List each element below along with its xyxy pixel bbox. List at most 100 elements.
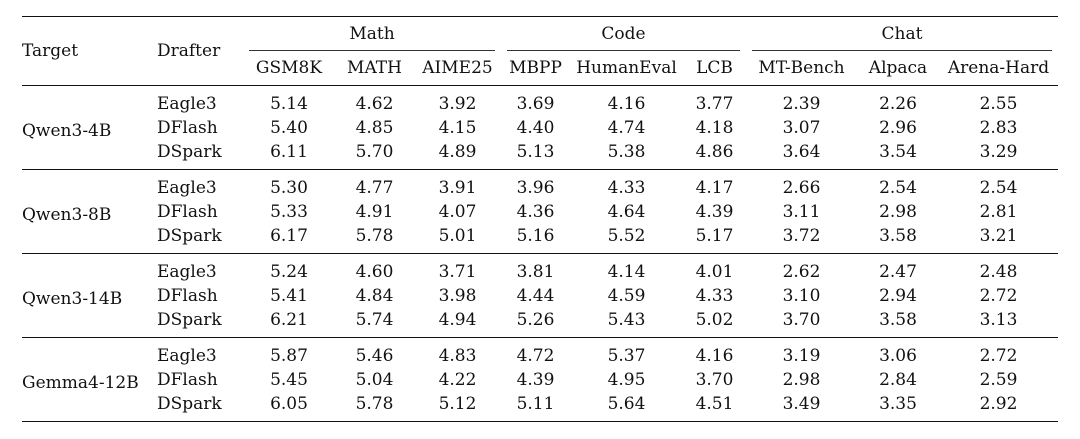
group-header-chat: Chat	[746, 17, 1058, 51]
value-cell: 5.78	[355, 226, 394, 246]
table-row: DSpark 6.05 5.78 5.12 5.11 5.64 4.51 3.49 3.35 2.…	[22, 392, 1058, 422]
value-cell: 5.64	[607, 394, 646, 414]
value-cell: 3.54	[879, 142, 917, 162]
value-cell: 5.74	[355, 310, 394, 330]
value-cell: 3.21	[979, 226, 1018, 246]
value-cell: 3.69	[516, 94, 555, 114]
value-cell: 5.02	[695, 310, 734, 330]
drafter-cell: Eagle3	[157, 346, 217, 366]
group-header-chat-label: Chat	[881, 24, 923, 44]
value-cell: 5.33	[270, 202, 308, 222]
group-rule-math	[249, 50, 495, 51]
value-cell: 5.70	[355, 142, 394, 162]
value-cell: 5.87	[270, 346, 308, 366]
column-header: HumanEval	[576, 58, 677, 78]
drafter-cell: DSpark	[157, 226, 222, 246]
column-header: Alpaca	[868, 58, 928, 78]
value-cell: 5.78	[355, 394, 394, 414]
value-cell: 4.84	[355, 286, 394, 306]
value-cell: 4.40	[516, 118, 555, 138]
value-cell: 3.11	[782, 202, 821, 222]
value-cell: 5.11	[516, 394, 555, 414]
table-row: DFlash 5.41 4.84 3.98 4.44 4.59 4.33 3.10 2.94 2.…	[22, 284, 1058, 308]
drafter-cell: Eagle3	[157, 178, 217, 198]
column-header: Arena-Hard	[947, 58, 1050, 78]
value-cell: 5.45	[270, 370, 308, 390]
value-cell: 3.91	[438, 178, 477, 198]
value-cell: 4.74	[607, 118, 646, 138]
value-cell: 5.46	[355, 346, 394, 366]
value-cell: 5.12	[438, 394, 477, 414]
drafter-cell: DFlash	[157, 286, 218, 306]
target-header: Target	[22, 41, 79, 61]
value-cell: 3.13	[979, 310, 1018, 330]
group-header-code-label: Code	[601, 24, 646, 44]
value-cell: 4.94	[438, 310, 477, 330]
group-header-math-label: Math	[349, 24, 395, 44]
value-cell: 3.58	[879, 310, 917, 330]
value-cell: 3.07	[782, 118, 821, 138]
column-header: GSM8K	[255, 58, 323, 78]
value-cell: 3.19	[782, 346, 821, 366]
value-cell: 2.54	[879, 178, 917, 198]
table-row: Qwen3-4B Eagle3 5.14 4.62 3.92 3.69 4.16 3.77 2.…	[22, 86, 1058, 141]
drafter-cell: DSpark	[157, 142, 222, 162]
group-header-code: Code	[501, 17, 746, 51]
value-cell: 2.96	[879, 118, 917, 138]
value-cell: 5.13	[516, 142, 555, 162]
value-cell: 2.66	[782, 178, 821, 198]
value-cell: 4.16	[695, 346, 734, 366]
value-cell: 4.17	[695, 178, 734, 198]
value-cell: 2.98	[782, 370, 821, 390]
table-row: Qwen3-8B Eagle3 5.30 4.77 3.91 3.96 4.33 4.17 2.…	[22, 170, 1058, 225]
target-group: Gemma4-12B Eagle3 5.87 5.46 4.83 4.72 5.37 4.16…	[22, 338, 1058, 422]
value-cell: 2.39	[782, 94, 821, 114]
value-cell: 3.70	[695, 370, 734, 390]
column-header: LCB	[696, 58, 733, 78]
value-cell: 4.85	[355, 118, 394, 138]
value-cell: 6.11	[270, 142, 308, 162]
value-cell: 4.07	[438, 202, 477, 222]
value-cell: 4.86	[695, 142, 734, 162]
value-cell: 2.59	[979, 370, 1018, 390]
value-cell: 5.30	[270, 178, 308, 198]
value-cell: 5.14	[270, 94, 308, 114]
value-cell: 3.58	[879, 226, 917, 246]
value-cell: 3.72	[782, 226, 821, 246]
value-cell: 3.29	[979, 142, 1018, 162]
value-cell: 6.17	[270, 226, 308, 246]
value-cell: 4.22	[438, 370, 477, 390]
target-group: Qwen3-8B Eagle3 5.30 4.77 3.91 3.96 4.33 4.17 2.…	[22, 170, 1058, 254]
value-cell: 3.70	[782, 310, 821, 330]
value-cell: 4.14	[607, 262, 646, 282]
table-row: Gemma4-12B Eagle3 5.87 5.46 4.83 4.72 5.37 4.16…	[22, 338, 1058, 393]
drafter-cell: DFlash	[157, 118, 218, 138]
drafter-cell: Eagle3	[157, 262, 217, 282]
table-row: DFlash 5.45 5.04 4.22 4.39 4.95 3.70 2.98 2.84 2.…	[22, 368, 1058, 392]
drafter-cell: Eagle3	[157, 94, 217, 114]
table-row: DSpark 6.17 5.78 5.01 5.16 5.52 5.17 3.72 3.58 3.…	[22, 224, 1058, 254]
value-cell: 2.94	[879, 286, 917, 306]
drafter-cell: DFlash	[157, 370, 218, 390]
value-cell: 6.05	[270, 394, 308, 414]
value-cell: 5.04	[355, 370, 394, 390]
value-cell: 5.37	[607, 346, 646, 366]
value-cell: 4.95	[607, 370, 646, 390]
value-cell: 4.15	[438, 118, 477, 138]
value-cell: 4.33	[695, 286, 734, 306]
target-model-cell: Gemma4-12B	[22, 372, 139, 393]
drafter-cell: DFlash	[157, 202, 218, 222]
value-cell: 4.89	[438, 142, 477, 162]
value-cell: 5.40	[270, 118, 308, 138]
value-cell: 4.72	[516, 346, 555, 366]
value-cell: 3.92	[438, 94, 477, 114]
value-cell: 4.18	[695, 118, 734, 138]
target-group: Qwen3-4B Eagle3 5.14 4.62 3.92 3.69 4.16 3.77 2.…	[22, 86, 1058, 170]
drafter-cell: DSpark	[157, 310, 222, 330]
value-cell: 2.83	[979, 118, 1018, 138]
value-cell: 2.84	[879, 370, 917, 390]
value-cell: 4.51	[695, 394, 734, 414]
column-header: AIME25	[422, 58, 493, 78]
value-cell: 3.64	[782, 142, 821, 162]
